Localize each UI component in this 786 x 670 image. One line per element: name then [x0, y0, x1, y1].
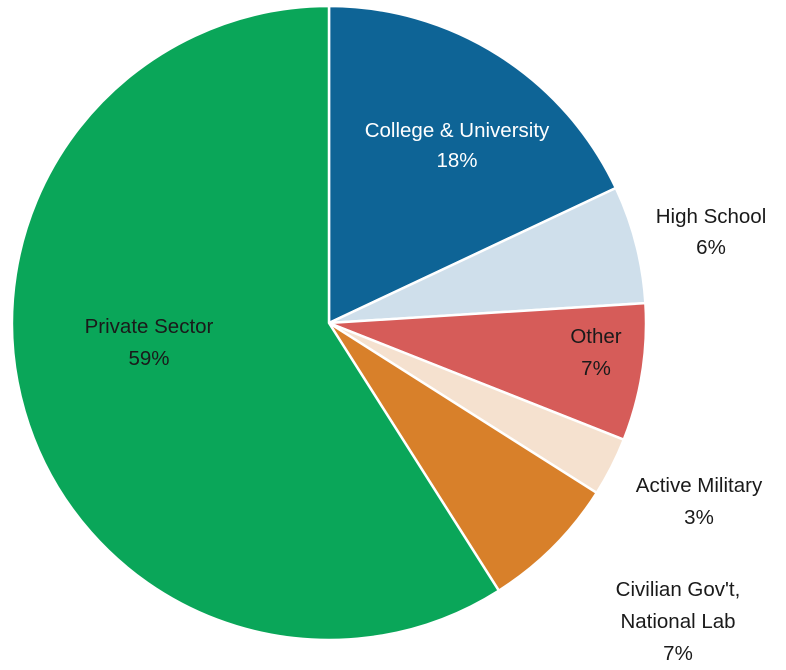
pie-slice-civilian-gov-t: [327, 321, 598, 592]
pie-slice-other: [327, 301, 648, 441]
percent-other: 7%: [581, 357, 611, 380]
pie-slice-college-university: [327, 4, 618, 325]
label-other: Other: [570, 325, 621, 348]
percent-college-university: 18%: [436, 149, 477, 172]
percent-high-school: 6%: [696, 236, 726, 259]
label-high-school: High School: [656, 205, 767, 228]
label-active-military: Active Military: [636, 474, 763, 497]
percent-private-sector: 59%: [128, 347, 169, 370]
pie-slices: [10, 4, 648, 642]
pie-labels: College & University 18% High School 6% …: [85, 119, 767, 665]
label-private-sector: Private Sector: [85, 315, 214, 338]
percent-civilian-gov: 7%: [663, 642, 693, 665]
label-civilian-gov: Civilian Gov't,: [616, 578, 741, 601]
pie-slice-high-school: [327, 186, 647, 325]
label-college-university: College & University: [365, 119, 550, 142]
label-national-lab: National Lab: [620, 610, 735, 633]
percent-active-military: 3%: [684, 506, 714, 529]
pie-slice-private-sector: [10, 4, 501, 642]
